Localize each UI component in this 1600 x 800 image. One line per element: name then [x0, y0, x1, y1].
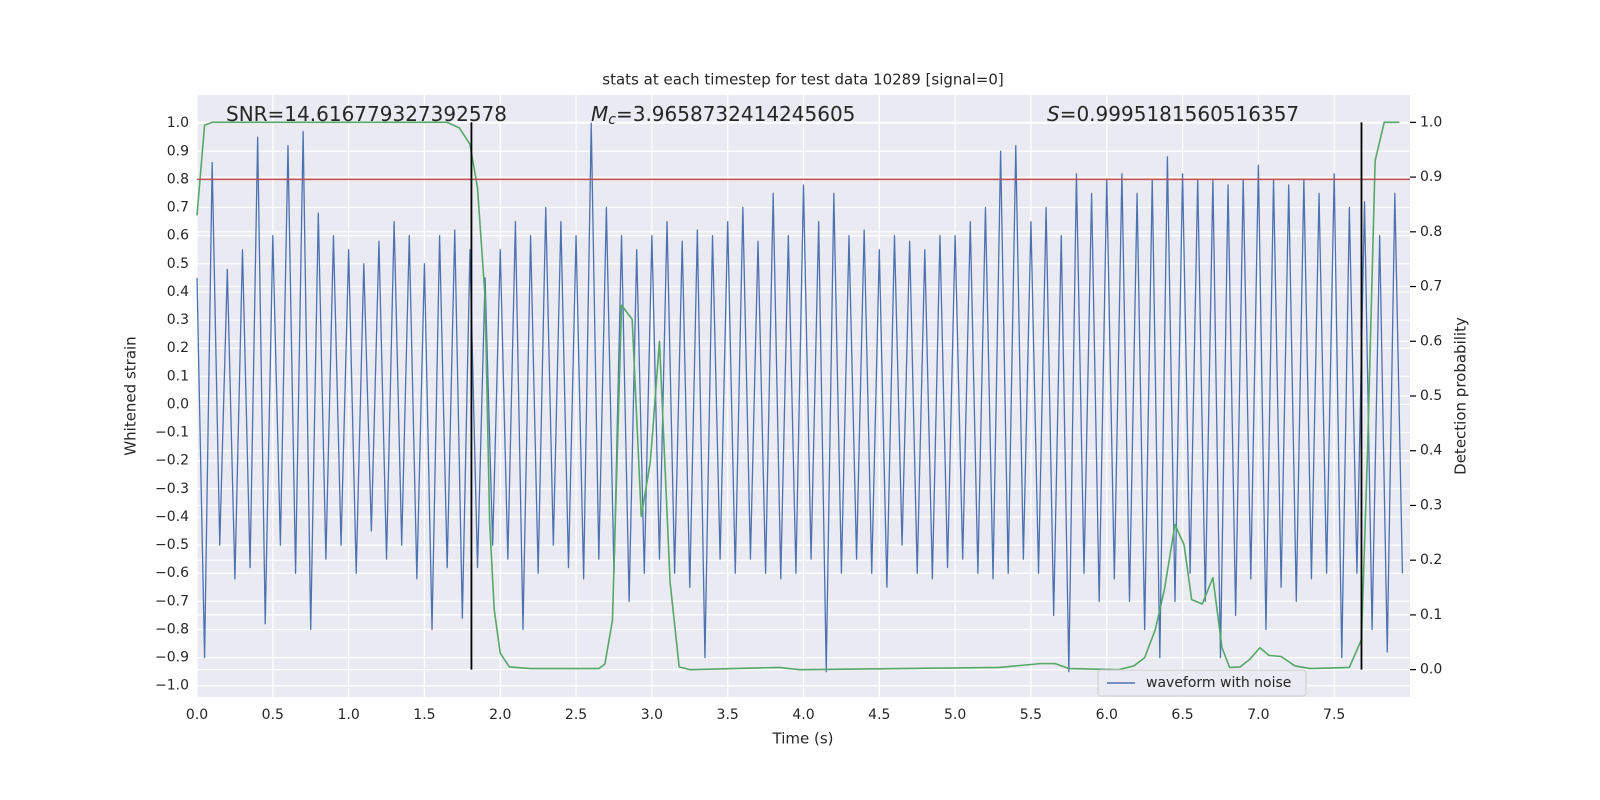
y2-tick-label: 0.2: [1420, 552, 1442, 568]
x-tick-label: 6.0: [1096, 707, 1118, 723]
legend-label: waveform with noise: [1146, 675, 1291, 691]
x-axis-label: Time (s): [772, 730, 834, 748]
y2-tick-label: 0.0: [1420, 662, 1442, 678]
y-tick-label: 0.3: [167, 312, 189, 328]
chart-title: stats at each timestep for test data 102…: [602, 71, 1003, 89]
y-tick-label: 0.7: [167, 200, 189, 216]
y2-tick-label: 0.5: [1420, 388, 1442, 404]
y-tick-label: −0.3: [155, 481, 189, 497]
x-tick-label: 1.0: [337, 707, 359, 723]
x-tick-label: 3.0: [641, 707, 663, 723]
y-tick-label: −0.8: [155, 621, 189, 637]
x-tick-label: 3.5: [717, 707, 739, 723]
x-tick-label: 5.5: [1020, 707, 1042, 723]
annotation-symbol: M: [591, 102, 608, 126]
x-tick-label: 5.0: [944, 707, 966, 723]
labels: 0.0 0.5 1.0 1.5 2.0 2.5 3.0 3.5 4.0 4.5 5.0 5.5 6.0 6…: [155, 114, 1442, 723]
x-tick-label: 4.0: [792, 707, 814, 723]
y2-tick-label: 0.8: [1420, 224, 1442, 240]
y-tick-label: 0.4: [167, 284, 189, 300]
annotation-text: =0.9995181560516357: [1060, 102, 1299, 126]
y-tick-label: 0.6: [167, 228, 189, 244]
x-tick-label: 2.0: [489, 707, 511, 723]
annotation-text: SNR=14.616779327392578: [226, 102, 507, 126]
annotation: Mc=3.9658732414245605: [591, 102, 855, 129]
y-tick-label: 1.0: [167, 115, 189, 131]
y-tick-label: 0.5: [167, 256, 189, 272]
y-tick-label: 0.1: [167, 368, 189, 384]
y-tick-label: −0.7: [155, 593, 189, 609]
y-tick-label: −0.2: [155, 453, 189, 469]
y-tick-label: −1.0: [155, 678, 189, 694]
series-line: [196, 121, 1400, 671]
y-axis-label: Whitened strain: [122, 336, 140, 455]
legend-box: [1097, 669, 1307, 697]
x-tick-label: 2.5: [565, 707, 587, 723]
x-tick-label: 6.5: [1171, 707, 1193, 723]
y-tick-label: 0.9: [167, 143, 189, 159]
x-tick-label: 0.0: [186, 707, 208, 723]
annotation-subscript: c: [608, 112, 616, 128]
y-tick-label: 0.2: [167, 340, 189, 356]
y2-tick-label: 0.1: [1420, 607, 1442, 623]
legend: waveform with noise: [1097, 669, 1307, 697]
x-tick-label: 7.5: [1323, 707, 1345, 723]
y2-tick-label: 0.6: [1420, 333, 1442, 349]
y-tick-label: −0.9: [155, 650, 189, 666]
x-tick-label: 0.5: [262, 707, 284, 723]
annotation: SNR=14.616779327392578: [226, 102, 507, 126]
x-tick-label: 4.5: [868, 707, 890, 723]
y-tick-label: −0.4: [155, 509, 189, 525]
y2-tick-label: 0.9: [1420, 169, 1442, 185]
y-tick-label: 0.8: [167, 171, 189, 187]
y-tick-label: −0.6: [155, 565, 189, 581]
x-tick-label: 1.5: [413, 707, 435, 723]
annotation-text: =3.9658732414245605: [616, 102, 855, 126]
annotation-symbol: S: [1047, 102, 1060, 126]
y2-tick-label: 0.4: [1420, 443, 1442, 459]
x-tick-label: 7.0: [1247, 707, 1269, 723]
series-line: [196, 122, 1404, 673]
annotation: S=0.9995181560516357: [1047, 102, 1299, 126]
y2-axis-label: Detection probability: [1452, 317, 1470, 475]
y-tick-label: −0.5: [155, 537, 189, 553]
y-tick-label: 0.0: [167, 396, 189, 412]
y-tick-label: −0.1: [155, 425, 189, 441]
y2-tick-label: 0.3: [1420, 497, 1442, 513]
y2-tick-label: 1.0: [1420, 114, 1442, 130]
y2-tick-label: 0.7: [1420, 279, 1442, 295]
